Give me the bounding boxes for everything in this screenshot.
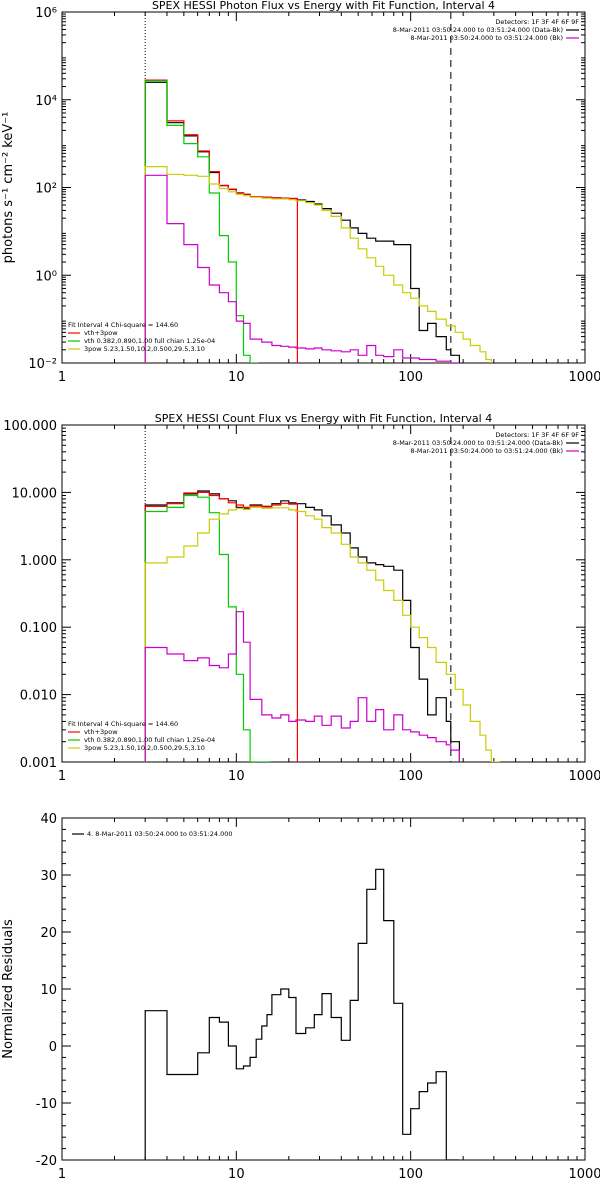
x-axis: 1 10 100 1000 <box>58 818 600 1182</box>
x-tick-label: 10 <box>228 769 245 784</box>
y-tick-label: 0.001 <box>20 756 57 771</box>
y-tick-label: 0 <box>49 1040 57 1055</box>
x-tick-label: 100 <box>398 769 423 784</box>
series-line-1 <box>144 81 460 363</box>
chart-title: SPEX HESSI Count Flux vs Energy with Fit… <box>155 412 492 425</box>
y-axis: 10⁻² 10⁰ 10² 10⁴ 10⁶ <box>28 6 585 372</box>
x-tick-label: 100 <box>398 370 423 385</box>
x-axis: 1 10 100 1000 <box>58 425 600 784</box>
x-tick-label: 10 <box>228 370 245 385</box>
x-tick-label: 1000 <box>568 370 600 385</box>
legend-top-right: Detectors: 1F 3F 4F 6F 9F8-Mar-2011 03:5… <box>393 18 580 42</box>
y-tick-label: 30 <box>40 869 57 884</box>
chart-1: SPEX HESSI Photon Flux vs Energy with Fi… <box>1 0 600 385</box>
y-tick-label: 10⁶ <box>35 6 57 21</box>
legend-top-left: 4. 8-Mar-2011 03:50:24.000 to 03:51:24.0… <box>72 830 233 838</box>
chart-title: SPEX HESSI Photon Flux vs Energy with Fi… <box>152 0 495 12</box>
y-tick-label: 10.000 <box>12 486 58 501</box>
series-line-2 <box>144 491 298 762</box>
plot-frame <box>61 817 586 1161</box>
y-tick-label: 10 <box>40 983 57 998</box>
y-tick-label: 100.000 <box>3 419 57 434</box>
x-tick-label: 1000 <box>568 769 600 784</box>
y-tick-label: -20 <box>36 1154 57 1169</box>
x-tick-label: 10 <box>228 1167 245 1182</box>
legend-entry: 3pow 5.23,1.50,10.2,0.500,29.5,3.10 <box>84 744 205 752</box>
y-tick-label: 10² <box>35 182 57 197</box>
chart-3: 1 10 100 1000 -20 -10 0 10 20 30 40 Normalized Resi… <box>1 812 600 1182</box>
legend-entry: 8-Mar-2011 03:50:24.000 to 03:51:24.000 … <box>393 439 563 447</box>
legend-entry: vth+3pow <box>84 728 118 736</box>
x-tick-label: 1 <box>58 370 66 385</box>
y-axis-label: photons s⁻¹ cm⁻² keV⁻¹ <box>1 112 16 264</box>
series-line-1 <box>144 490 460 762</box>
y-tick-label: 10⁴ <box>35 94 57 109</box>
legend-entry: 8-Mar-2011 03:50:24.000 to 03:51:24.000 … <box>410 447 563 455</box>
legend-entry: 8-Mar-2011 03:50:24.000 to 03:51:24.000 … <box>410 34 563 42</box>
legend-entry: vth 0.382,0.890,1.00 full chian 1.25e-04 <box>84 337 215 345</box>
y-axis: -20 -10 0 10 20 30 40 <box>36 812 585 1169</box>
series-line-4 <box>144 506 500 762</box>
legend-entry: 4. 8-Mar-2011 03:50:24.000 to 03:51:24.0… <box>87 830 233 838</box>
y-tick-label: 10⁰ <box>35 269 57 284</box>
legend-entry: vth+3pow <box>84 329 118 337</box>
legend-entry: Detectors: 1F 3F 4F 6F 9F <box>495 431 579 439</box>
legend-entry: Fit Interval 4 Chi-square = 144.60 <box>68 720 178 728</box>
y-tick-label: -10 <box>36 1097 57 1112</box>
y-tick-label: 0.100 <box>20 621 57 636</box>
series-line-4 <box>144 166 501 363</box>
legend-entry: vth 0.382,0.890,1.00 full chian 1.25e-04 <box>84 736 215 744</box>
chart-2: SPEX HESSI Count Flux vs Energy with Fit… <box>3 412 600 784</box>
legend-bottom-left: Fit Interval 4 Chi-square = 144.60vth+3p… <box>68 321 215 353</box>
legend-entry: Detectors: 1F 3F 4F 6F 9F <box>495 18 579 26</box>
x-axis: 1 10 100 1000 <box>58 12 600 385</box>
y-axis: 0.001 0.010 0.100 1.000 10.000 100.000 <box>3 419 585 771</box>
series-group <box>144 490 500 762</box>
x-tick-label: 1 <box>58 769 66 784</box>
series-line-3 <box>144 80 259 363</box>
y-tick-label: 0.010 <box>20 689 57 704</box>
plot-frame <box>61 11 586 364</box>
plot-frame <box>61 424 586 763</box>
y-tick-label: 10⁻² <box>28 357 57 372</box>
y-tick-label: 40 <box>40 812 57 827</box>
series-group <box>144 79 501 363</box>
y-tick-label: 20 <box>40 926 57 941</box>
legend-entry: 8-Mar-2011 03:50:24.000 to 03:51:24.000 … <box>393 26 563 34</box>
x-tick-label: 1 <box>58 1167 66 1182</box>
y-axis-label: Normalized Residuals <box>1 919 16 1059</box>
series-line-5 <box>144 174 460 363</box>
legend-bottom-left: Fit Interval 4 Chi-square = 144.60vth+3p… <box>68 720 215 752</box>
series-line-5 <box>144 611 460 762</box>
series-group <box>144 868 460 1160</box>
x-tick-label: 1000 <box>568 1167 600 1182</box>
legend-entry: 3pow 5.23,1.50,10.2,0.500,29.5,3.10 <box>84 345 205 353</box>
legend-entry: Fit Interval 4 Chi-square = 144.60 <box>68 321 178 329</box>
x-tick-label: 100 <box>398 1167 423 1182</box>
y-tick-label: 1.000 <box>20 554 57 569</box>
legend-top-right: Detectors: 1F 3F 4F 6F 9F8-Mar-2011 03:5… <box>393 431 580 455</box>
series-line-3 <box>144 494 271 762</box>
series-line-1 <box>144 868 460 1160</box>
